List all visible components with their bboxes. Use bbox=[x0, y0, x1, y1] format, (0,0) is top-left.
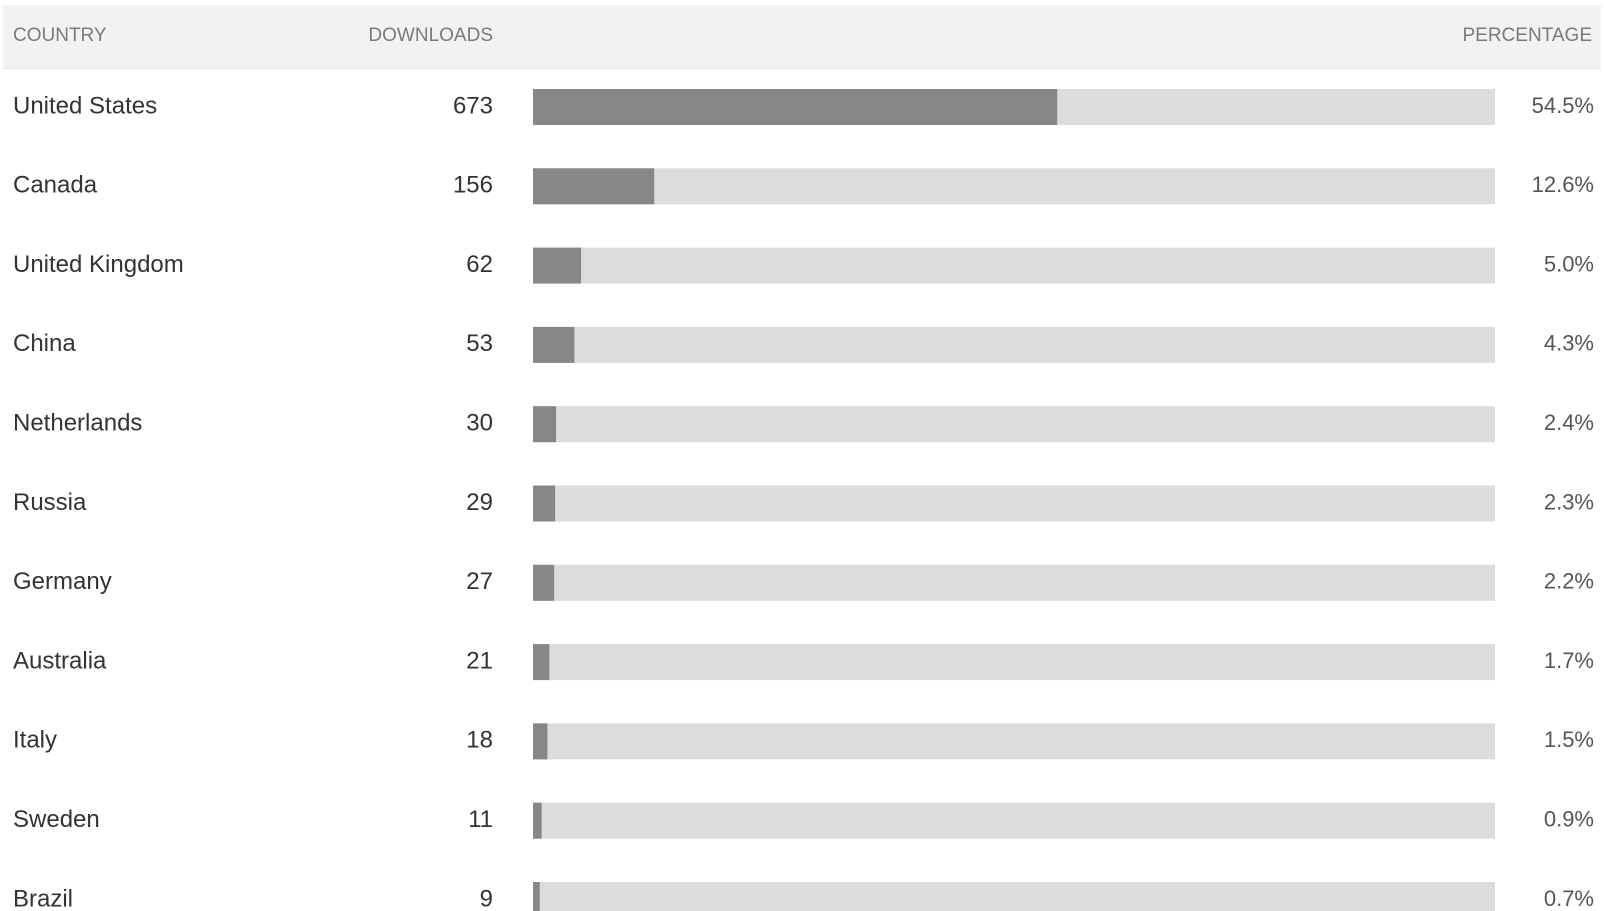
header-bar bbox=[3, 5, 1601, 68]
downloads: 29 bbox=[466, 489, 493, 516]
downloads: 27 bbox=[466, 568, 493, 595]
percentage: 0.9% bbox=[1544, 807, 1594, 832]
bar bbox=[533, 802, 542, 839]
bar-track bbox=[533, 406, 1495, 443]
downloads: 9 bbox=[480, 885, 493, 911]
percentage: 0.7% bbox=[1544, 886, 1594, 911]
bar bbox=[533, 723, 548, 760]
bar bbox=[533, 564, 555, 601]
country: Italy bbox=[13, 727, 57, 754]
percentage: 2.3% bbox=[1544, 489, 1594, 514]
percentage: 4.3% bbox=[1544, 331, 1594, 356]
downloads: 30 bbox=[466, 410, 493, 437]
header-percentage: PERCENTAGE bbox=[1462, 25, 1592, 46]
country: Brazil bbox=[13, 885, 73, 911]
bar-track bbox=[533, 882, 1495, 911]
percentage: 5.0% bbox=[1544, 251, 1594, 276]
bar-track bbox=[533, 644, 1495, 681]
country: Russia bbox=[13, 489, 87, 516]
country: United Kingdom bbox=[13, 251, 184, 278]
percentage: 12.6% bbox=[1532, 172, 1594, 197]
percentage: 54.5% bbox=[1532, 93, 1594, 118]
bar-track bbox=[533, 723, 1495, 760]
percentage: 1.7% bbox=[1544, 648, 1594, 673]
bar bbox=[533, 882, 540, 911]
bar bbox=[533, 485, 556, 522]
percentage: 1.5% bbox=[1544, 727, 1594, 752]
percentage: 2.2% bbox=[1544, 569, 1594, 594]
downloads: 21 bbox=[466, 647, 493, 674]
country: Germany bbox=[13, 568, 112, 595]
country: Canada bbox=[13, 172, 98, 199]
bar bbox=[533, 168, 655, 205]
bar bbox=[533, 406, 557, 443]
header-downloads: DOWNLOADS bbox=[368, 25, 493, 46]
country: Sweden bbox=[13, 806, 100, 833]
downloads: 53 bbox=[466, 330, 493, 357]
downloads: 62 bbox=[466, 251, 493, 278]
bar-track bbox=[533, 247, 1495, 284]
bar bbox=[533, 644, 550, 681]
country: Australia bbox=[13, 647, 107, 674]
bar bbox=[533, 326, 575, 363]
downloads: 18 bbox=[466, 727, 493, 754]
country: United States bbox=[13, 92, 157, 119]
country: China bbox=[13, 330, 76, 357]
bar bbox=[533, 89, 1058, 125]
percentage: 2.4% bbox=[1544, 410, 1594, 435]
downloads: 11 bbox=[468, 806, 493, 833]
bar bbox=[533, 247, 582, 284]
header-country: COUNTRY bbox=[13, 25, 107, 46]
bar-track bbox=[533, 802, 1495, 839]
downloads: 156 bbox=[453, 172, 493, 199]
bar-track bbox=[533, 326, 1495, 363]
bar-track bbox=[533, 564, 1495, 601]
bar-track bbox=[533, 168, 1495, 205]
bar-track bbox=[533, 485, 1495, 522]
downloads: 673 bbox=[453, 92, 493, 119]
country: Netherlands bbox=[13, 410, 142, 437]
